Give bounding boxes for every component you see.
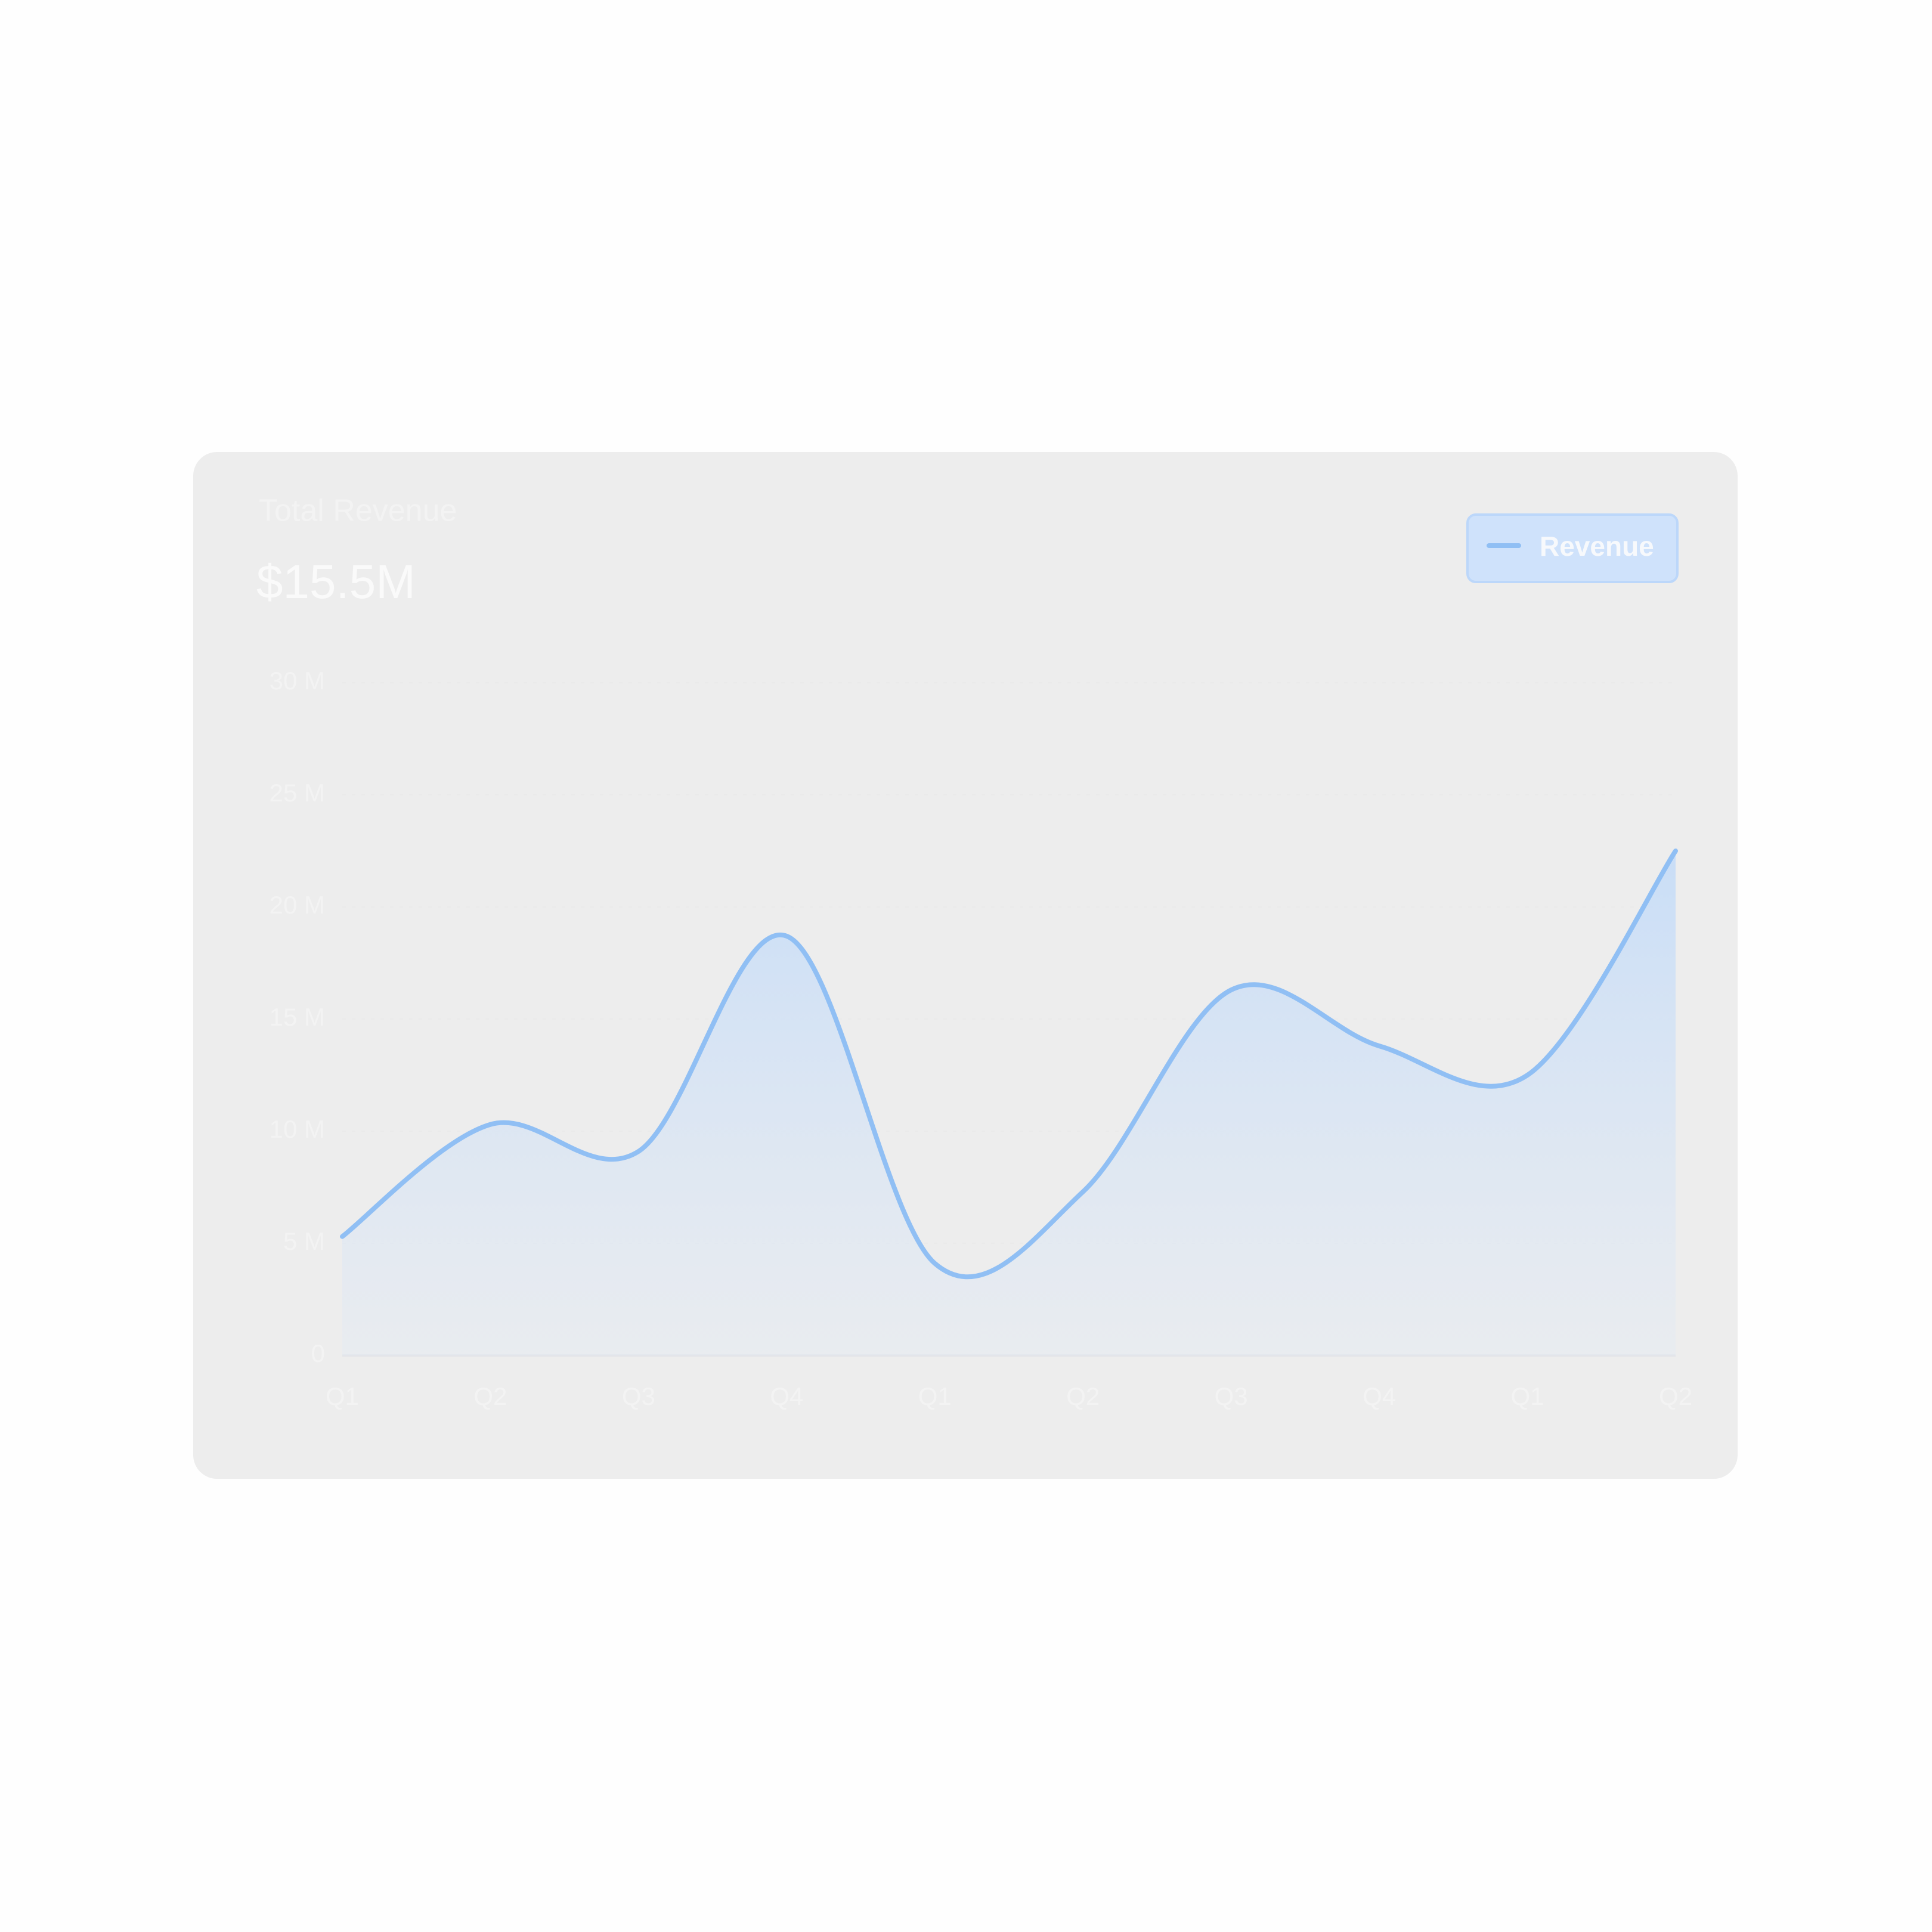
y-tick-label: 20 M <box>270 891 325 919</box>
legend[interactable]: Revenue <box>1466 513 1679 583</box>
x-tick-label: Q4 <box>770 1382 803 1410</box>
y-tick-label: 0 <box>311 1339 325 1367</box>
legend-box[interactable] <box>1466 513 1679 583</box>
y-tick-label: 10 M <box>270 1115 325 1143</box>
y-tick-label: 25 M <box>270 779 325 807</box>
line <box>340 849 1678 1280</box>
x-tick-label: Q1 <box>326 1382 359 1410</box>
y-tick-label: 5 M <box>283 1227 325 1255</box>
y-tick-label: 30 M <box>270 667 325 695</box>
kpi-value: $15.5M <box>256 555 416 608</box>
area <box>342 851 1676 1355</box>
x-tick-label: Q3 <box>622 1382 655 1410</box>
x-tick-label: Q4 <box>1363 1382 1396 1410</box>
x-tick-label: Q3 <box>1215 1382 1248 1410</box>
x-tick-label: Q2 <box>473 1382 507 1410</box>
card-title: Total Revenue <box>259 494 457 528</box>
x-tick-label: Q2 <box>1066 1382 1100 1410</box>
x-tick-label: Q1 <box>1511 1382 1544 1410</box>
legend-label: Revenue <box>1540 531 1654 562</box>
x-tick-label: Q2 <box>1659 1382 1692 1410</box>
y-tick-label: 15 M <box>270 1003 325 1031</box>
x-tick-label: Q1 <box>918 1382 952 1410</box>
